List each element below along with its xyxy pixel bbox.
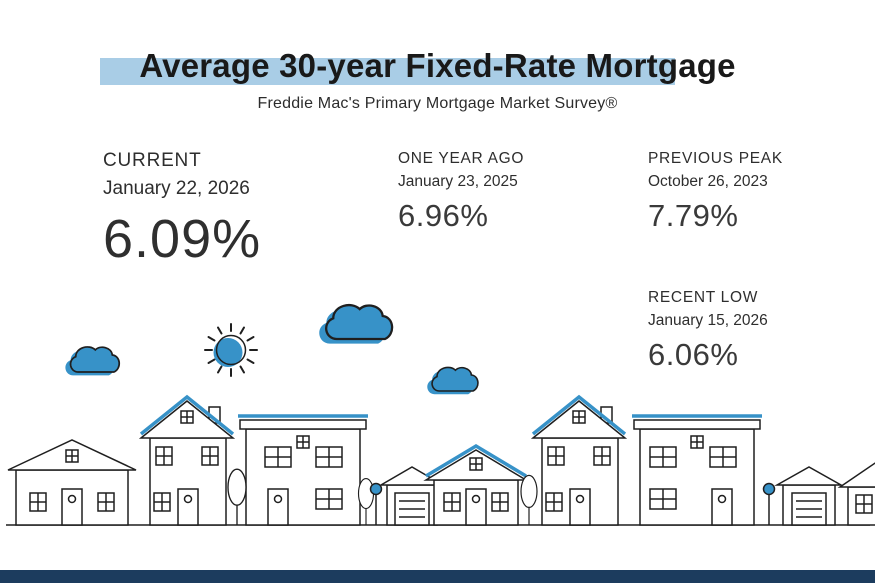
stat-current: CURRENT January 22, 2026 6.09% — [103, 150, 261, 270]
stat-previous-peak-label: PREVIOUS PEAK — [648, 150, 783, 167]
stat-recent-low-date: January 15, 2026 — [648, 312, 768, 329]
tree-icon — [520, 474, 538, 526]
house-icon — [632, 414, 762, 526]
stat-one-year-ago-date: January 23, 2025 — [398, 173, 518, 190]
stat-recent-low-value: 6.06% — [648, 337, 739, 372]
stat-current-date: January 22, 2026 — [103, 178, 250, 199]
page-subtitle: Freddie Mac's Primary Mortgage Market Su… — [257, 95, 618, 112]
street-lamp-icon — [369, 482, 383, 526]
stat-previous-peak-value: 7.79% — [648, 198, 739, 233]
header: Average 30-year Fixed-Rate Mortgage Fred… — [0, 46, 875, 113]
house-icon — [530, 394, 628, 526]
stat-current-value: 6.09% — [103, 209, 262, 269]
cloud-icon — [427, 366, 479, 395]
neighborhood-illustration — [6, 303, 875, 526]
house-icon — [238, 414, 368, 526]
house-icon — [7, 439, 137, 526]
house-icon — [423, 443, 529, 526]
sun-icon — [204, 323, 258, 377]
stat-one-year-ago-label: ONE YEAR AGO — [398, 150, 525, 167]
stat-recent-low-label: RECENT LOW — [648, 289, 759, 306]
title-highlight-band — [100, 58, 675, 85]
page-title: Average 30-year Fixed-Rate Mortgage — [139, 47, 736, 84]
stat-one-year-ago-value: 6.96% — [398, 198, 489, 233]
footer-bar — [0, 570, 875, 583]
cloud-icon — [65, 346, 121, 376]
tree-icon — [227, 468, 247, 526]
stat-previous-peak-date: October 26, 2023 — [648, 173, 768, 190]
stat-current-label: CURRENT — [103, 150, 202, 171]
house-icon — [774, 466, 844, 526]
stat-one-year-ago: ONE YEAR AGO January 23, 2025 6.96% — [398, 150, 524, 234]
stat-recent-low: RECENT LOW January 15, 2026 6.06% — [648, 289, 768, 373]
house-icon — [138, 394, 236, 526]
house-icon — [837, 462, 875, 526]
street-lamp-icon — [762, 482, 776, 526]
stat-previous-peak: PREVIOUS PEAK October 26, 2023 7.79% — [648, 150, 783, 234]
cloud-icon — [319, 303, 394, 344]
